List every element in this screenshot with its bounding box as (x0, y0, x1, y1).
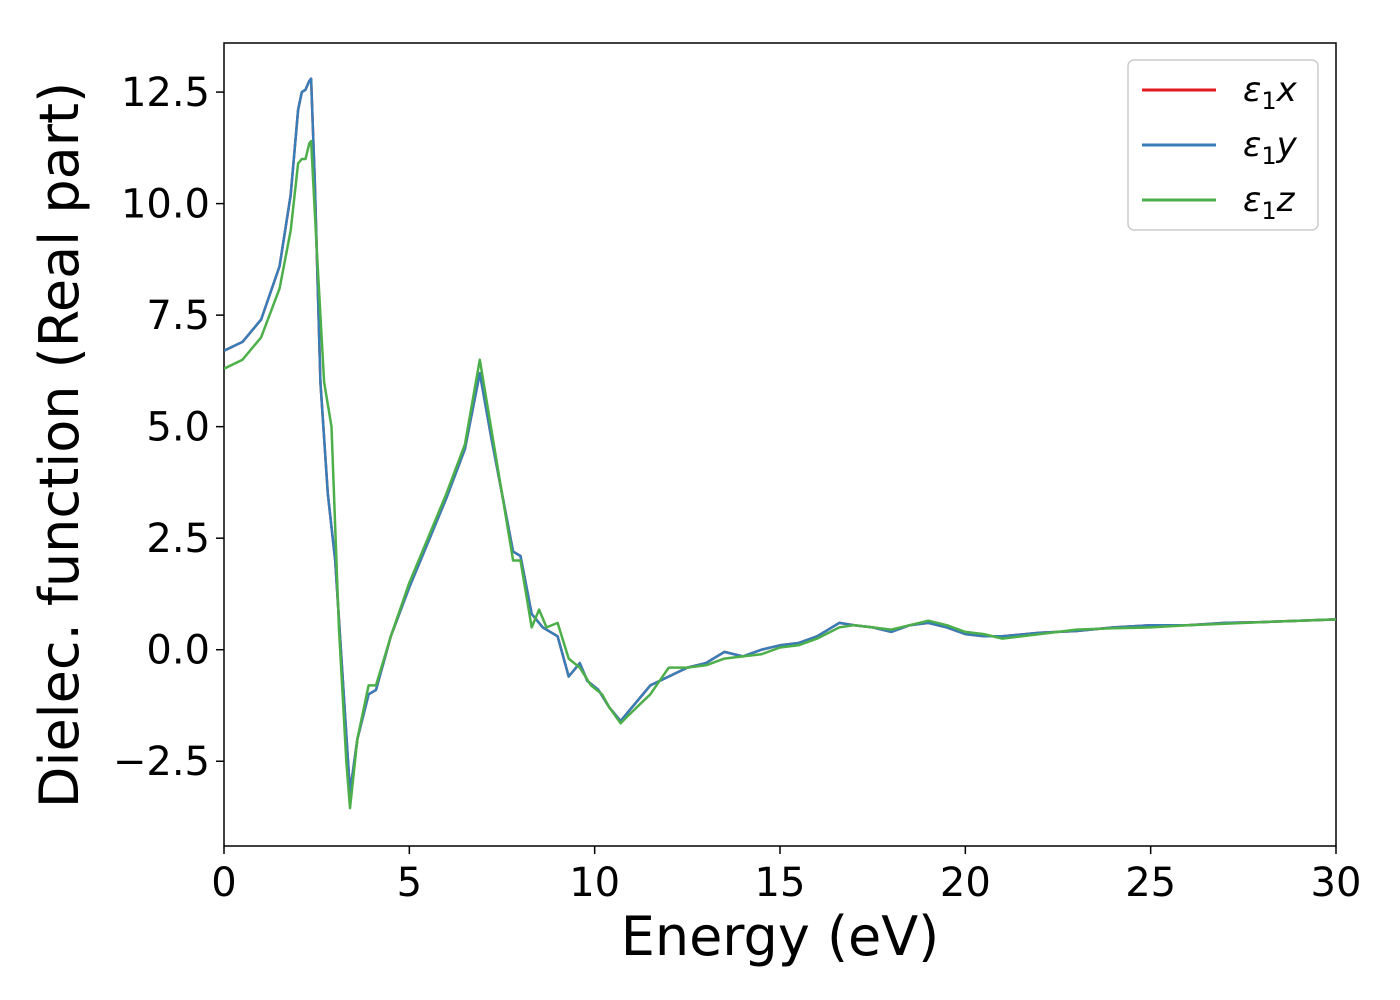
legend-variable: x (1276, 70, 1298, 110)
y-tick-label: 2.5 (146, 516, 210, 562)
x-tick-label: 20 (940, 860, 991, 906)
legend-epsilon: ε (1243, 180, 1261, 220)
y-tick-label: 10.0 (121, 182, 210, 228)
y-tick-label: 7.5 (146, 293, 210, 339)
legend-label-z: ε1z (1243, 180, 1296, 225)
legend-subscript: 1 (1261, 197, 1276, 225)
x-tick-label: 0 (211, 860, 236, 906)
x-tick-label: 30 (1311, 860, 1362, 906)
x-tick-label: 5 (397, 860, 422, 906)
legend-epsilon: ε (1243, 125, 1261, 165)
x-tick-label: 25 (1125, 860, 1176, 906)
y-tick-label: 5.0 (146, 405, 210, 451)
y-axis-label: Dielec. function (Real part) (28, 82, 91, 808)
legend-epsilon: ε (1243, 70, 1261, 110)
legend-subscript: 1 (1261, 142, 1276, 170)
y-tick-label: 0.0 (146, 628, 210, 674)
legend-variable: z (1276, 180, 1296, 220)
legend-variable: y (1276, 125, 1298, 165)
legend-label-y: ε1y (1243, 125, 1298, 170)
x-axis-label: Energy (eV) (621, 905, 940, 968)
y-axis: −2.5 0.0 2.5 5.0 7.5 10.0 12.5 (113, 70, 224, 785)
x-axis: 0 5 10 15 20 25 30 (211, 846, 1361, 906)
x-tick-label: 10 (569, 860, 620, 906)
legend-label-x: ε1x (1243, 70, 1298, 115)
legend-frame (1127, 59, 1319, 231)
x-tick-label: 15 (755, 860, 806, 906)
legend-subscript: 1 (1261, 87, 1276, 115)
series-layer (224, 77, 1336, 810)
series-line-z (224, 139, 1336, 810)
y-tick-label: 12.5 (121, 70, 210, 116)
y-tick-label: −2.5 (113, 739, 210, 785)
